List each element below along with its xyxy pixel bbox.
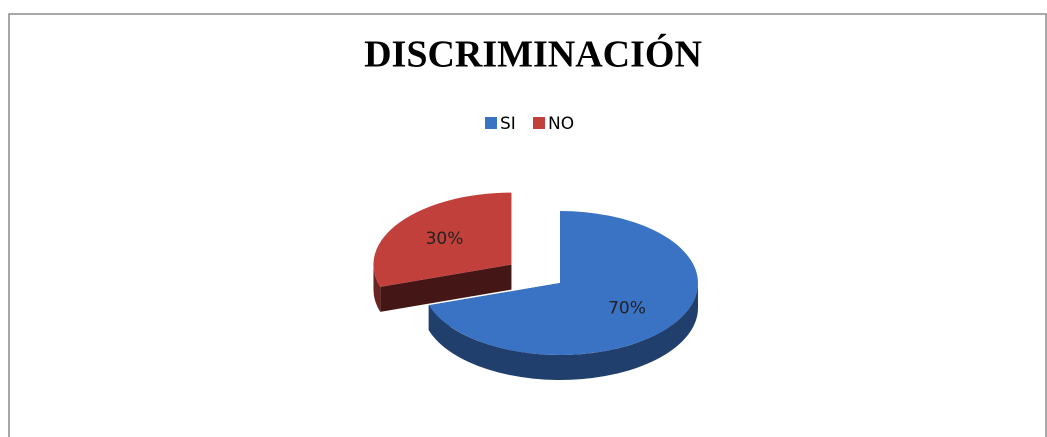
chart-title: DISCRIMINACIÓN — [364, 34, 702, 76]
pie-slice — [373, 192, 512, 287]
pie-slice — [428, 211, 698, 355]
legend-swatch — [485, 117, 497, 129]
data-label: 70% — [608, 298, 646, 318]
slice-wall — [373, 264, 381, 312]
slice-wall — [428, 283, 698, 380]
data-label: 30% — [426, 229, 464, 249]
legend-swatch — [533, 117, 545, 129]
slice-side — [380, 264, 512, 312]
legend-label: SI — [500, 114, 516, 134]
legend-label: NO — [548, 114, 574, 134]
